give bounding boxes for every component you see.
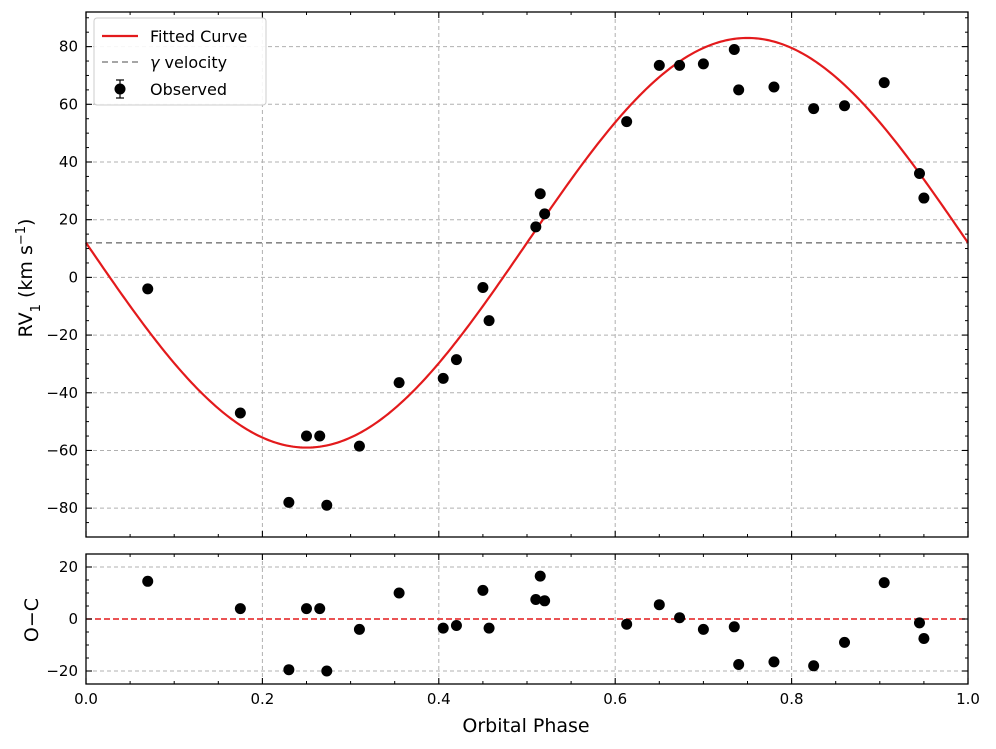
residual-point xyxy=(301,603,312,615)
main-y-tick-label: −80 xyxy=(46,499,78,517)
legend-observed-marker xyxy=(114,83,126,95)
rv-panel: −80 −60 −40 −20 0 20 40 60 80 RV1 (km s−1) Fitte… xyxy=(14,11,969,538)
main-y-tick-label: −60 xyxy=(46,441,78,459)
legend-gamma-label: γ velocity xyxy=(150,53,227,72)
main-y-tick-label: 60 xyxy=(59,95,78,113)
residual-point xyxy=(653,599,665,611)
residual-point xyxy=(839,636,851,648)
x-tick-label: 0.8 xyxy=(780,690,804,708)
observed-point xyxy=(530,221,542,233)
observed-point xyxy=(839,100,851,112)
residual-panel: −20 0 20 0.0 0.2 0.4 0.6 0.8 1.0 O−C Orbital Ph… xyxy=(21,553,980,737)
observed-point xyxy=(353,440,365,452)
residual-point xyxy=(878,577,890,589)
x-axis-label: Orbital Phase xyxy=(462,715,589,737)
observed-points xyxy=(142,44,930,511)
main-y-axis-label: RV1 (km s−1) xyxy=(14,219,44,338)
observed-point xyxy=(437,372,449,384)
observed-point xyxy=(913,168,925,180)
observed-point xyxy=(142,283,154,295)
observed-point xyxy=(483,315,495,327)
residual-point xyxy=(768,656,780,668)
residual-y-tick-label: 0 xyxy=(68,610,78,628)
residual-point xyxy=(321,665,333,677)
observed-point xyxy=(653,59,665,71)
residual-point xyxy=(234,603,246,615)
residual-points xyxy=(142,570,930,677)
main-y-tick-label: −40 xyxy=(46,384,78,402)
residual-y-axis-label: O−C xyxy=(21,598,43,642)
main-y-tick-label: 20 xyxy=(59,211,78,229)
residual-point xyxy=(534,570,546,582)
observed-point xyxy=(697,58,709,70)
observed-point xyxy=(477,281,489,293)
observed-point xyxy=(283,496,295,508)
main-y-tick-labels: −80 −60 −40 −20 0 20 40 60 80 xyxy=(46,38,78,518)
observed-point xyxy=(918,192,930,204)
observed-point xyxy=(674,59,686,71)
x-tick-label: 0.2 xyxy=(250,690,274,708)
residual-point xyxy=(621,618,633,630)
residual-point xyxy=(733,659,745,670)
residual-y-tick-label: 20 xyxy=(59,558,78,576)
main-y-tick-label: 0 xyxy=(68,268,78,286)
residual-point xyxy=(450,620,462,631)
x-tick-label: 0.0 xyxy=(74,690,98,708)
observed-point xyxy=(450,354,462,366)
residual-point xyxy=(483,622,495,634)
legend-fitted-label: Fitted Curve xyxy=(150,27,247,46)
observed-point xyxy=(768,81,780,93)
residual-y-tick-labels: −20 0 20 xyxy=(46,558,78,680)
observed-point xyxy=(539,208,551,220)
residual-point xyxy=(393,587,405,599)
x-tick-label: 0.6 xyxy=(603,690,627,708)
observed-point xyxy=(534,188,546,200)
legend-box xyxy=(93,17,267,106)
x-tick-labels: 0.0 0.2 0.4 0.6 0.8 1.0 xyxy=(74,690,980,708)
observed-point xyxy=(808,103,820,115)
legend: Fitted Curve γ velocity Observed xyxy=(93,17,267,106)
residual-point xyxy=(530,594,542,605)
fitted-curve xyxy=(85,36,969,449)
residual-point xyxy=(674,612,686,624)
x-tick-label: 1.0 xyxy=(956,690,980,708)
residual-point xyxy=(437,622,449,634)
residual-point xyxy=(728,621,740,633)
main-y-tick-label: −20 xyxy=(46,326,78,344)
observed-point xyxy=(314,430,326,442)
residual-point xyxy=(697,623,709,635)
main-ticks xyxy=(85,12,969,537)
observed-point xyxy=(878,77,890,89)
residual-point xyxy=(477,584,489,596)
residual-ticks xyxy=(85,554,969,684)
residual-point xyxy=(353,623,365,635)
residual-point xyxy=(918,633,930,644)
main-y-tick-label: 40 xyxy=(59,153,78,171)
residual-y-tick-label: −20 xyxy=(46,662,78,680)
observed-point xyxy=(321,499,333,511)
residual-point xyxy=(283,664,295,676)
observed-point xyxy=(733,84,745,96)
residual-point xyxy=(539,595,551,607)
observed-point xyxy=(621,116,633,128)
main-y-tick-label: 80 xyxy=(59,38,78,56)
observed-point xyxy=(234,407,246,419)
residual-point xyxy=(142,575,154,587)
observed-point xyxy=(728,44,740,55)
observed-point xyxy=(301,430,312,442)
x-tick-label: 0.4 xyxy=(427,690,451,708)
residual-point xyxy=(314,603,326,615)
residual-point xyxy=(808,660,820,672)
residual-point xyxy=(913,617,925,629)
observed-point xyxy=(393,377,405,389)
legend-observed-label: Observed xyxy=(150,80,227,99)
